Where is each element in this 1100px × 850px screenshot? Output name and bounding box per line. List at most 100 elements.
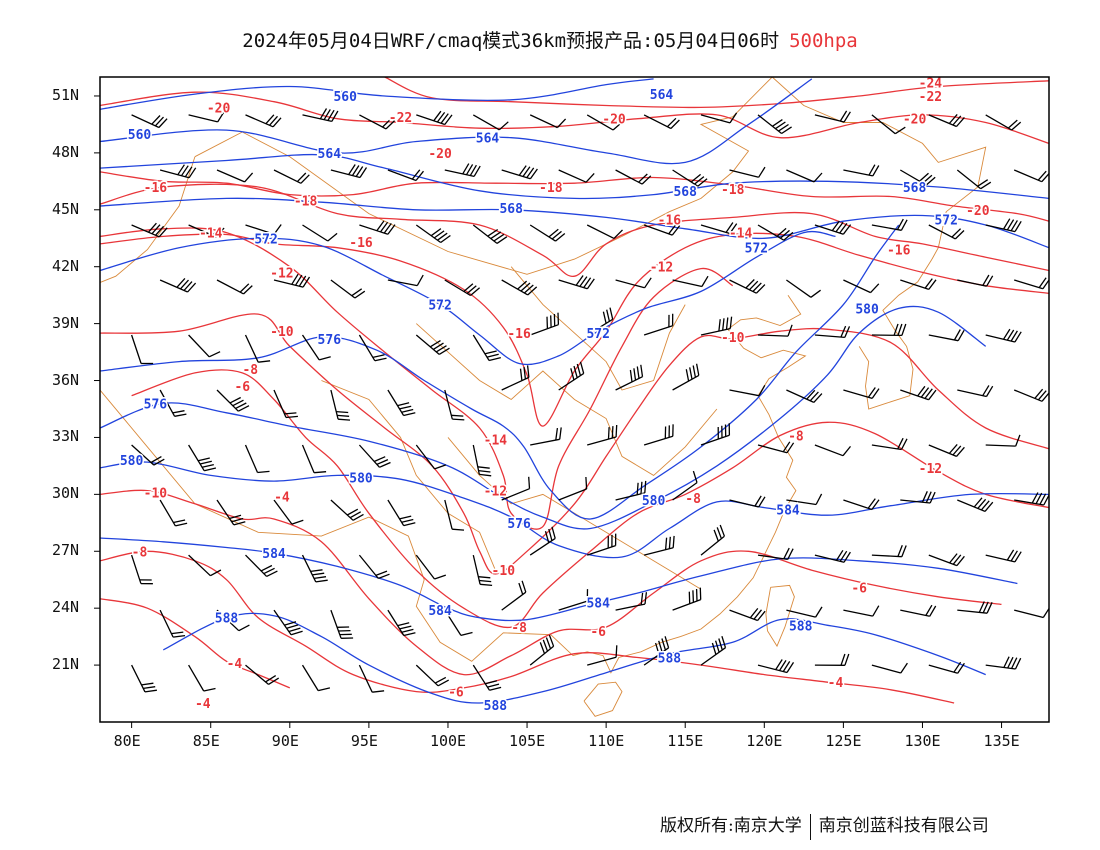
temperature-label: -16 xyxy=(349,236,373,251)
temperature-label: -22 xyxy=(919,90,942,105)
temperature-label: -4 xyxy=(227,657,243,672)
wind-barb xyxy=(358,664,385,693)
wind-barb xyxy=(871,114,906,135)
wind-barb xyxy=(615,592,648,611)
wind-barb xyxy=(444,279,481,297)
wind-barb xyxy=(643,313,674,336)
height-label: 588 xyxy=(215,612,239,627)
height-contour-line xyxy=(100,78,654,110)
lat-label: 24N xyxy=(52,598,80,617)
copyright-footer: 版权所有:南京大学 南京创蓝科技有限公司 xyxy=(660,811,989,840)
temperature-label: -12 xyxy=(650,261,673,276)
temperature-label: -18 xyxy=(539,181,563,196)
wind-barb xyxy=(330,164,368,179)
wind-barb xyxy=(131,664,157,693)
temperature-label: -18 xyxy=(721,183,745,198)
wind-barb xyxy=(729,607,766,622)
wind-barb xyxy=(985,656,1022,670)
wind-barb xyxy=(643,223,681,236)
height-label: 588 xyxy=(658,652,682,667)
temperature-label: -10 xyxy=(721,331,745,346)
lat-label: 48N xyxy=(52,142,80,161)
wind-barb xyxy=(472,114,509,131)
lon-label: 100E xyxy=(429,732,467,750)
wind-barb xyxy=(188,554,222,577)
wind-barb xyxy=(330,279,366,299)
wind-barb xyxy=(586,114,623,131)
temperature-label: -16 xyxy=(658,213,682,228)
axis-ticks xyxy=(94,95,1003,728)
temperature-label: -8 xyxy=(132,545,148,560)
wind-barb xyxy=(757,659,795,674)
wind-barb xyxy=(188,664,216,692)
temperature-label: -16 xyxy=(144,181,168,196)
lon-label: 125E xyxy=(825,732,862,750)
wind-barb xyxy=(159,164,197,179)
temperature-label: -20 xyxy=(966,204,990,219)
height-label: 572 xyxy=(586,327,609,342)
height-label: 576 xyxy=(507,517,531,532)
wind-barb xyxy=(130,554,153,585)
wind-barb xyxy=(643,636,670,666)
wind-barb xyxy=(501,279,538,296)
wind-barb xyxy=(672,587,702,611)
wind-barb xyxy=(529,634,555,666)
temperature-label: -8 xyxy=(242,363,258,378)
wind-barb xyxy=(843,387,880,400)
wind-barb xyxy=(245,114,282,128)
wind-barb xyxy=(729,166,766,178)
lat-label: 21N xyxy=(52,655,80,674)
height-contour-line xyxy=(100,230,836,366)
temperature-label: -12 xyxy=(919,462,942,477)
temperature-label: -20 xyxy=(903,113,927,128)
temperature-label: -16 xyxy=(887,244,911,259)
lon-label: 135E xyxy=(983,732,1020,750)
coastline-segment xyxy=(194,77,773,275)
wind-barb xyxy=(615,169,652,185)
wind-barb xyxy=(814,325,851,339)
wind-barb xyxy=(586,224,623,239)
wind-barb xyxy=(530,427,562,446)
temperature-label: -4 xyxy=(274,490,290,505)
wind-barb xyxy=(956,169,992,190)
wind-barb xyxy=(415,664,450,687)
temperature-contour-line xyxy=(100,183,1049,277)
temperature-label: -20 xyxy=(428,147,452,162)
wind-barb xyxy=(957,601,993,614)
height-label: 584 xyxy=(428,604,452,619)
wind-barb xyxy=(415,224,451,244)
coastline-segment xyxy=(447,437,702,590)
wind-barb xyxy=(387,274,424,287)
height-label: 584 xyxy=(586,597,610,612)
wind-barb xyxy=(928,113,965,128)
coastline-segment xyxy=(771,77,987,260)
wind-barb xyxy=(700,222,738,235)
wind-barb xyxy=(245,224,282,235)
wind-barb xyxy=(301,334,331,361)
wind-barb xyxy=(387,169,425,182)
lon-label: 120E xyxy=(746,732,783,750)
height-label: 560 xyxy=(128,128,152,143)
wind-barb xyxy=(301,554,328,583)
height-contour-line xyxy=(100,461,1049,559)
wind-barb xyxy=(472,334,501,362)
wind-barb xyxy=(843,164,880,177)
wind-barb xyxy=(871,662,908,674)
wind-barb xyxy=(301,444,327,474)
wind-barb xyxy=(244,334,271,363)
wind-barb xyxy=(216,169,254,183)
coastline-segment xyxy=(858,258,933,410)
temperature-label: -22 xyxy=(389,111,412,126)
height-label: 580 xyxy=(855,302,879,317)
wind-barb xyxy=(358,444,391,468)
coastline-segment xyxy=(765,584,795,648)
height-label: 572 xyxy=(745,242,768,257)
temperature-label: -12 xyxy=(484,485,507,500)
height-label: 568 xyxy=(673,185,697,200)
wind-barb xyxy=(387,499,416,527)
wind-barb xyxy=(814,110,851,123)
wind-barb xyxy=(729,279,766,294)
height-label: 568 xyxy=(903,181,927,196)
wind-barb xyxy=(273,389,298,419)
temperature-label: -14 xyxy=(199,227,223,242)
